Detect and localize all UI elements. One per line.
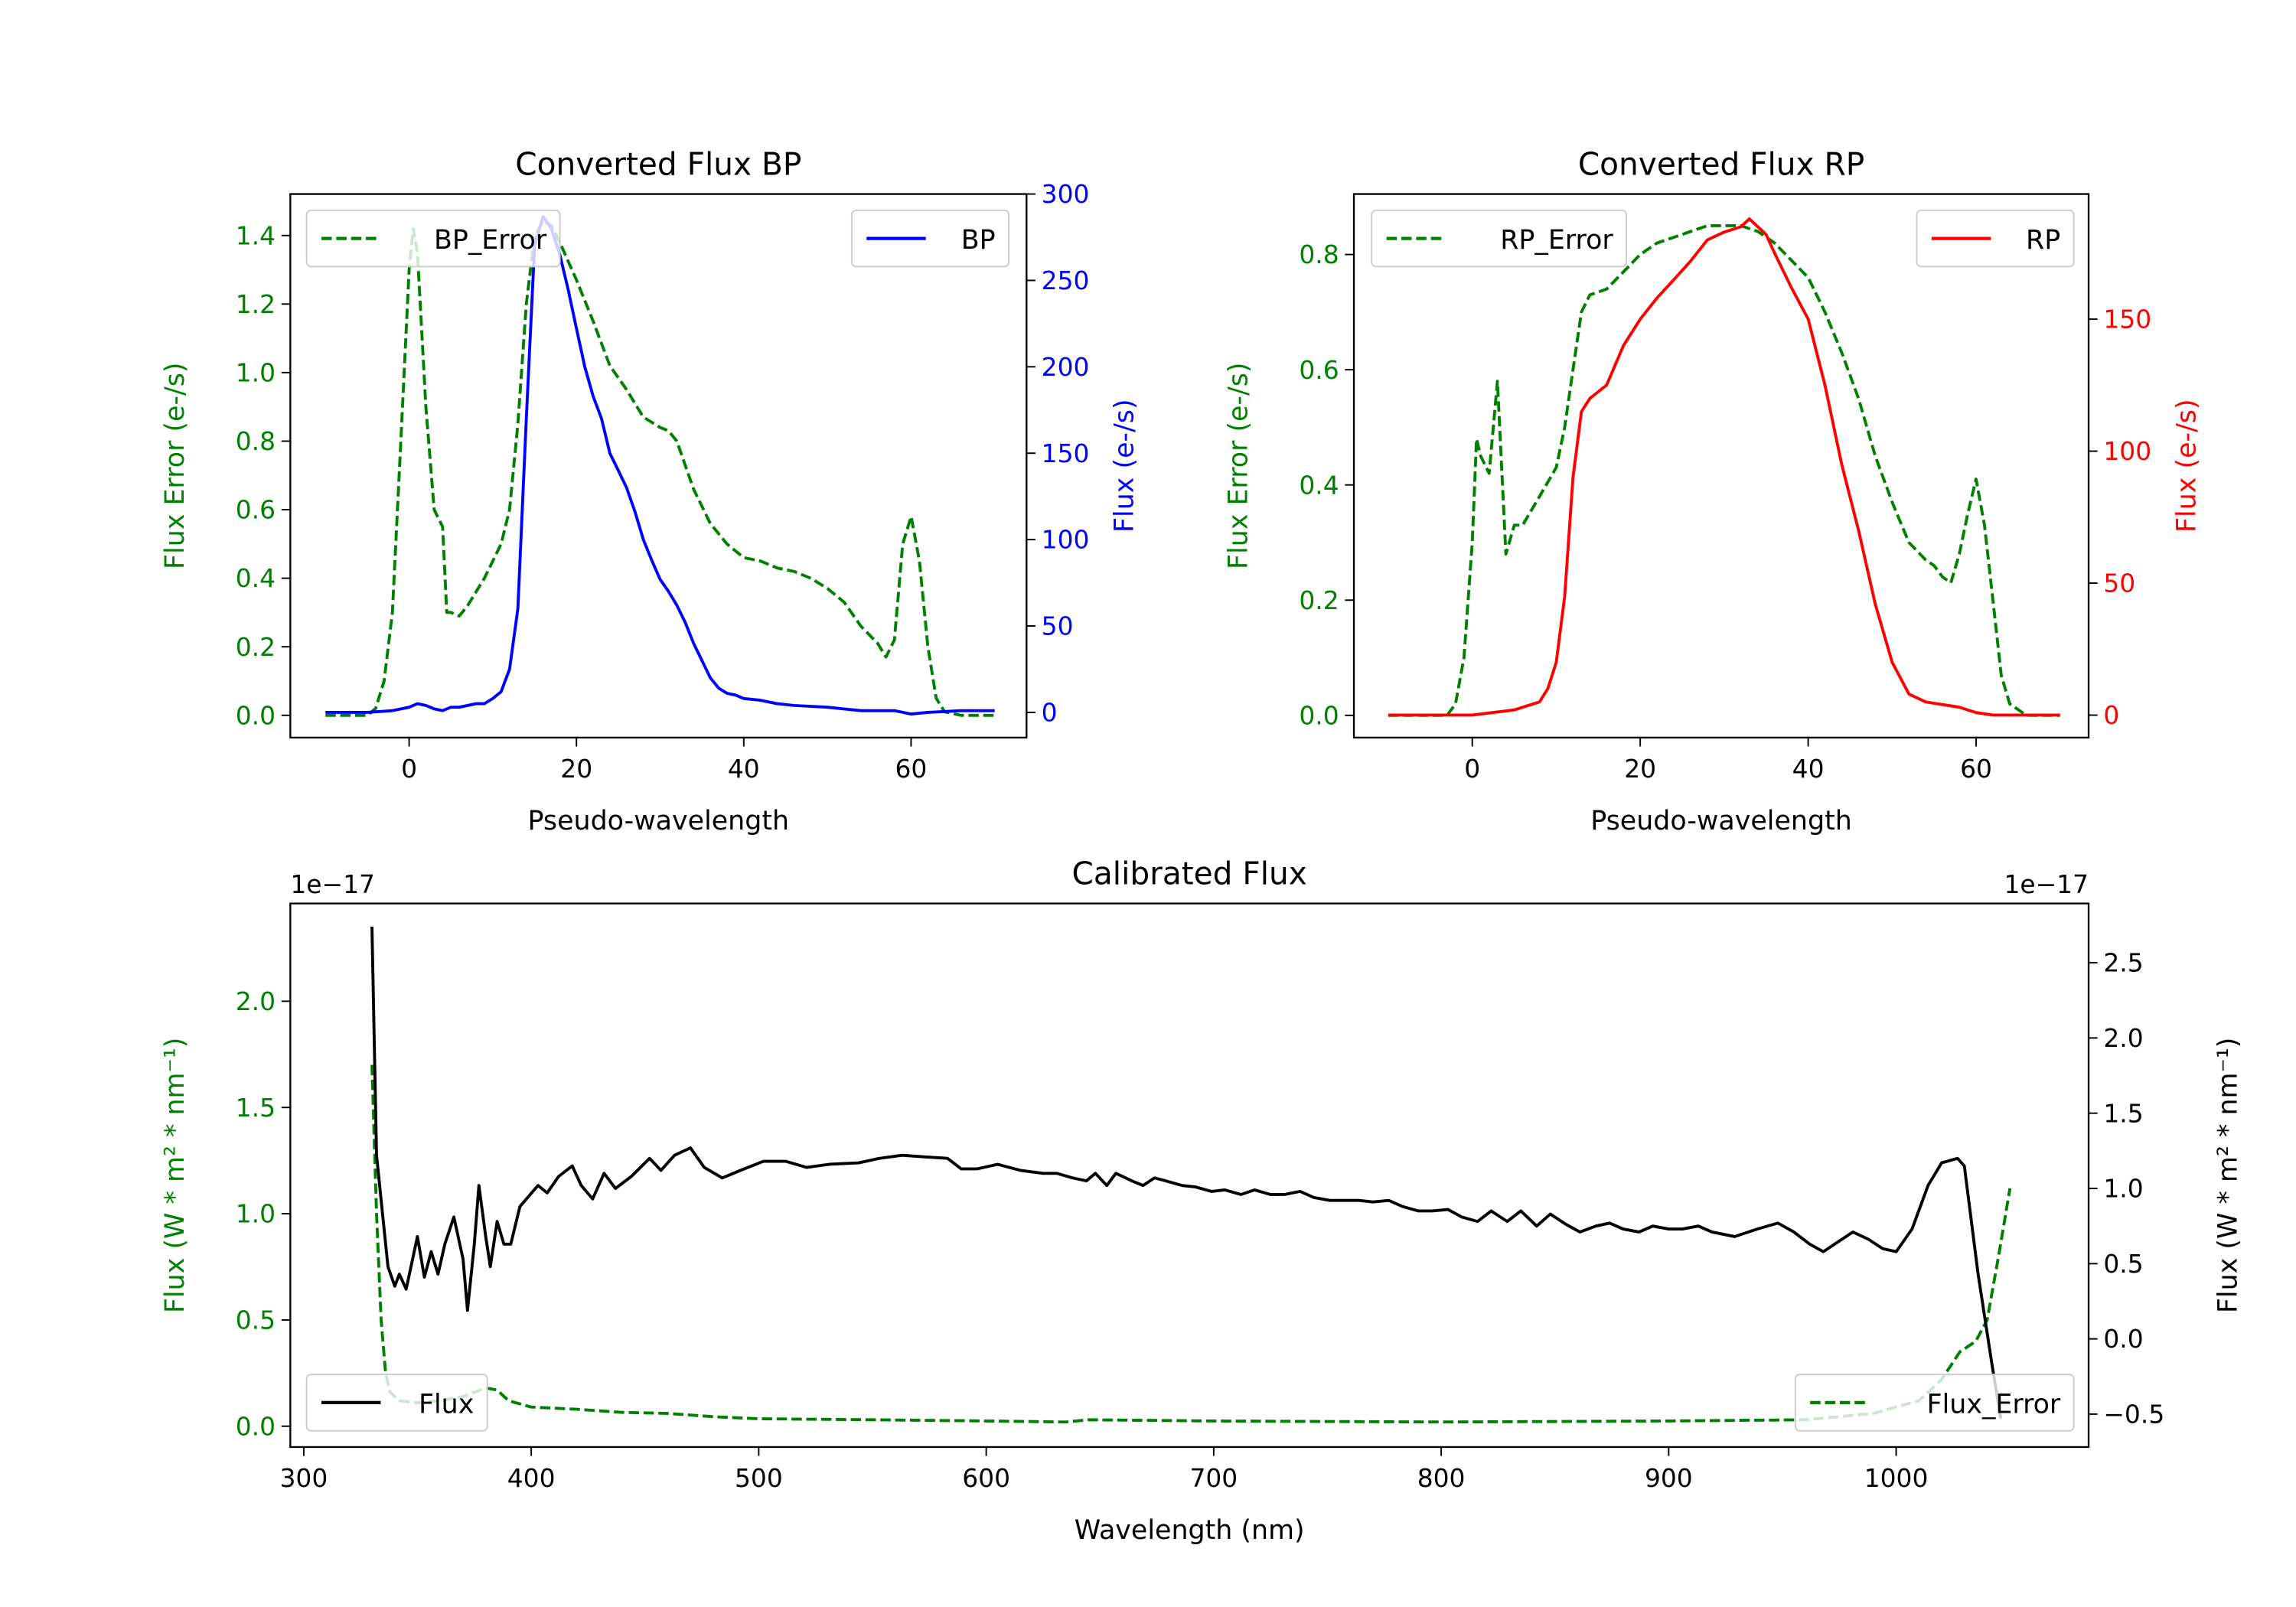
y-right-tick-label: 0.0 [2103,1324,2143,1354]
legend-lower-left: Flux [305,1374,488,1432]
y-right-tick-label: 2.0 [2103,1023,2143,1053]
y-right-tick-label: 1.5 [2103,1098,2143,1128]
x-axis-label: Pseudo-wavelength [528,806,790,836]
x-axis-label: Wavelength (nm) [1075,1515,1305,1546]
chart-title: Converted Flux BP [515,145,801,182]
y-left-tick-label: 1.2 [236,289,276,319]
series-line-flux [370,926,2003,1420]
x-tick-label: 0 [1464,754,1480,784]
y-left-tick-label: 0.0 [236,1411,276,1441]
axes-frame [289,193,1028,739]
x-tick-label: 60 [1960,754,1992,784]
legend-lower-right: Flux_Error [1794,1374,2075,1432]
y-right-tick-label: 2.5 [2103,948,2143,978]
x-axis-label: Pseudo-wavelength [1590,806,1852,836]
x-tick-label: 0 [401,754,417,784]
y-left-tick-label: 0.8 [236,426,276,456]
legend-upper-right: RP [1916,209,2075,268]
y-left-tick-label: 0.6 [236,495,276,525]
legend-label: Flux [419,1389,474,1420]
legend-box [1371,209,1628,268]
y-right-tick-label: 200 [1042,352,1090,382]
y-left-tick-label: 1.0 [236,1199,276,1229]
legend-label: RP [2026,225,2060,256]
y-right-tick-label: 100 [2103,436,2151,466]
y-right-tick-label: 150 [1042,438,1090,468]
x-tick-label: 500 [735,1463,783,1493]
y-left-axis-label: Flux Error (e-/s) [1224,362,1254,569]
legend-box [1794,1374,2075,1432]
x-tick-label: 800 [1417,1463,1466,1493]
y-left-tick-label: 0.4 [1299,470,1339,500]
y-left-axis-label: Flux Error (e-/s) [160,362,191,569]
x-tick-label: 20 [560,754,592,784]
y-left-offset-text: 1e−17 [290,869,375,899]
y-right-tick-label: 150 [2103,305,2151,334]
x-tick-label: 1000 [1864,1463,1929,1493]
x-tick-label: 400 [507,1463,556,1493]
y-left-axis-label: Flux (W * m² * nm⁻¹) [160,1038,191,1313]
legend-label: BP_Error [434,225,547,256]
legend-box [305,209,561,268]
legend-upper-right: BP [850,209,1010,268]
legend-label: BP [961,225,996,256]
x-tick-label: 600 [962,1463,1010,1493]
y-left-tick-label: 0.4 [236,563,276,593]
legend-box [305,1374,488,1432]
x-tick-label: 40 [1792,754,1825,784]
y-left-tick-label: 0.5 [236,1305,276,1335]
axes-frame [289,902,2090,1449]
y-left-tick-label: 1.4 [236,220,276,250]
y-right-tick-label: 0 [1042,698,1058,728]
series-line-bp [325,215,995,716]
y-right-tick-label: 0 [2103,700,2119,730]
y-left-tick-label: 0.0 [1299,700,1339,730]
legend-label: Flux_Error [1927,1389,2061,1420]
y-right-axis-label: Flux (e-/s) [2171,399,2202,533]
y-right-axis-label: Flux (W * m² * nm⁻¹) [2213,1038,2244,1313]
x-tick-label: 40 [728,754,760,784]
series-line-rp [1388,217,2060,717]
y-right-tick-label: 50 [1042,611,1074,641]
panel-converted-flux-bp: 0 20 40 60 0.0 0.2 0.4 0.6 0.8 1.0 1.2 1.4 0 50 100 150… [160,145,1140,836]
x-tick-label: 300 [280,1463,328,1493]
chart-title: Calibrated Flux [1072,855,1307,892]
y-right-tick-label: 250 [1042,266,1090,295]
y-left-tick-label: 1.5 [236,1093,276,1123]
y-right-tick-label: −0.5 [2103,1400,2164,1429]
y-right-axis-label: Flux (e-/s) [1110,399,1140,533]
legend-upper-left: RP_Error [1371,209,1628,268]
series-line-bp-error [325,220,995,717]
y-left-tick-label: 0.8 [1299,240,1339,269]
y-left-tick-label: 1.0 [236,358,276,388]
y-left-tick-label: 0.2 [236,632,276,662]
panel-converted-flux-rp: 0 20 40 60 0.0 0.2 0.4 0.6 0.8 0 50 100 150 Converted… [1224,145,2203,836]
y-right-tick-label: 1.0 [2103,1174,2143,1204]
x-tick-label: 700 [1189,1463,1238,1493]
series-line-rp-error [1388,224,2060,717]
legend-box [1916,209,2075,268]
legend-box [850,209,1010,268]
y-left-tick-label: 2.0 [236,986,276,1016]
y-right-tick-label: 0.5 [2103,1249,2143,1279]
y-right-tick-label: 100 [1042,525,1090,555]
y-right-offset-text: 1e−17 [2004,869,2089,899]
chart-title: Converted Flux RP [1578,145,1864,182]
x-tick-label: 900 [1645,1463,1693,1493]
panel-calibrated-flux: 300 400 500 600 700 800 900 1000 0.0 0.5 1.0 1.5 2.0… [160,855,2244,1545]
axes-frame [1352,193,2090,739]
y-left-tick-label: 0.0 [236,700,276,730]
y-left-tick-label: 0.2 [1299,585,1339,615]
y-right-tick-label: 300 [1042,179,1090,209]
x-tick-label: 60 [895,754,928,784]
legend-label: RP_Error [1500,225,1613,256]
y-left-tick-label: 0.6 [1299,355,1339,385]
x-tick-label: 20 [1624,754,1656,784]
y-right-tick-label: 50 [2103,569,2135,598]
legend-upper-left: BP_Error [305,209,561,268]
series-line-flux-error [370,1064,2012,1424]
